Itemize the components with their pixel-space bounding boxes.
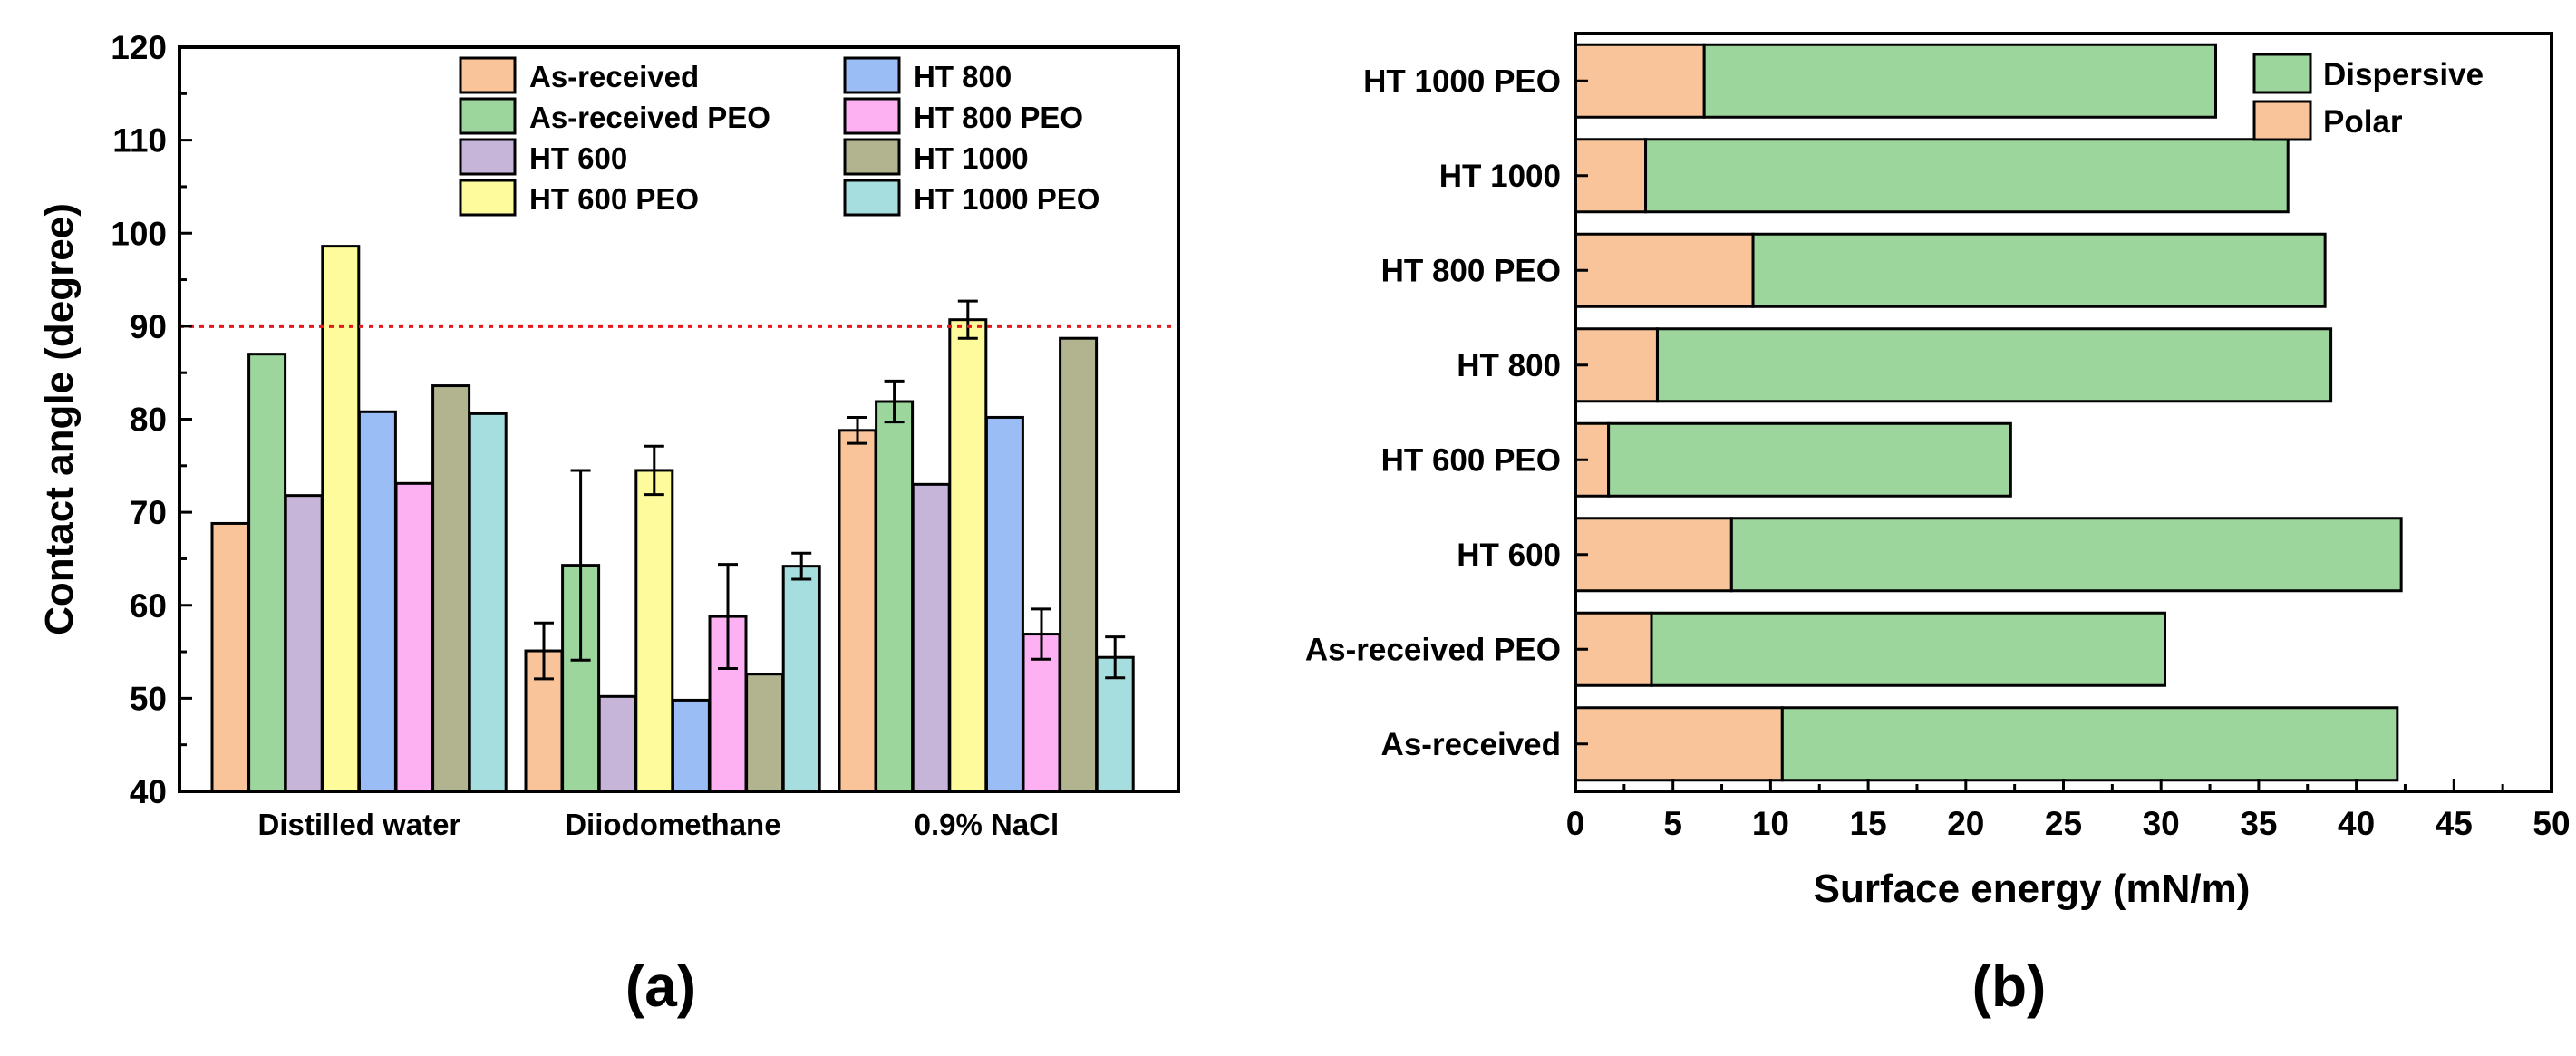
bar-dispersive-ht-600 [1729, 517, 2403, 593]
bar-ht-800-distilled-water [357, 410, 397, 793]
bar-polar-ht-1000-peo [1574, 43, 1706, 119]
y-tick-label: 60 [130, 587, 167, 625]
y-tick-label: 110 [112, 122, 167, 160]
legend-label-ht-1000: HT 1000 [914, 141, 1029, 175]
y-tick-label: 90 [130, 308, 167, 345]
bar-ht-1000-peo-0-9-nacl [1095, 655, 1135, 793]
legend-swatch-as-received [459, 56, 517, 94]
x-tick-label: 10 [1752, 805, 1789, 842]
y-category-label: As-received [1381, 727, 1561, 762]
bar-as-received-peo-0-9-nacl [875, 400, 915, 793]
panel-a-contact-angle-chart: 40 50 60 70 80 90 100 110 120 Distilled water Diio… [37, 29, 1180, 1019]
bar-ht-600-diiodomethane [597, 694, 637, 793]
x-tick-label: 50 [2532, 805, 2570, 842]
bar-as-received-0-9-nacl [838, 429, 877, 793]
x-tick-label: 20 [1947, 805, 1984, 842]
bar-polar-ht-600 [1574, 517, 1733, 593]
legend-label-as-received: As-received [529, 60, 699, 93]
y-category-label: HT 600 [1457, 538, 1561, 573]
bar-as-received-peo-distilled-water [247, 353, 287, 793]
x-tick-label: 40 [2338, 805, 2375, 842]
legend-swatch-polar [2252, 100, 2312, 141]
legend-swatch-ht-1000 [843, 138, 901, 176]
x-tick-label: 15 [1850, 805, 1887, 842]
y-tick-label: 40 [130, 773, 167, 810]
bar-polar-as-received [1574, 706, 1784, 782]
panel-b-surface-energy-chart: As-received As-received PEO HT 600 HT 600 P… [1305, 32, 2571, 1019]
legend-label-dispersive: Dispersive [2323, 57, 2484, 92]
legend-label-ht-1000-peo: HT 1000 PEO [914, 182, 1099, 216]
panel-label-a: (a) [625, 954, 696, 1019]
bar-ht-600-0-9-nacl [911, 482, 951, 793]
x-tick-label: 35 [2240, 805, 2277, 842]
legend-label-ht-600: HT 600 [529, 141, 627, 175]
bar-ht-600-distilled-water [284, 494, 324, 793]
y-category-label: HT 800 [1457, 348, 1561, 383]
bar-dispersive-ht-1000 [1644, 138, 2290, 214]
bar-polar-as-received-peo [1574, 611, 1653, 687]
legend-swatch-ht-800-peo [843, 97, 901, 135]
bar-ht-800-0-9-nacl [984, 415, 1024, 793]
y-tick-label: 50 [130, 680, 167, 717]
bar-ht-1000-peo-diiodomethane [781, 565, 821, 793]
bar-dispersive-as-received [1780, 706, 2399, 782]
bar-dispersive-ht-800 [1655, 327, 2333, 403]
bar-ht-1000-0-9-nacl [1059, 336, 1099, 793]
y-axis-label: Contact angle (degree) [37, 203, 82, 635]
legend-label-polar: Polar [2323, 104, 2403, 140]
x-category-label: 0.9% NaCl [915, 808, 1060, 841]
bar-dispersive-ht-1000-peo [1702, 43, 2218, 119]
bar-dispersive-as-received-peo [1650, 611, 2167, 687]
y-category-label: HT 1000 PEO [1363, 63, 1561, 99]
y-category-label: As-received PEO [1305, 632, 1561, 667]
x-tick-label: 5 [1663, 805, 1682, 842]
bar-ht-600-peo-diiodomethane [634, 469, 674, 793]
x-tick-label: 30 [2143, 805, 2180, 842]
y-tick-label: 120 [111, 29, 167, 66]
bar-polar-ht-800-peo [1574, 232, 1755, 308]
y-tick-label: 100 [111, 215, 167, 252]
bar-ht-1000-distilled-water [431, 384, 471, 793]
bar-ht-600-peo-0-9-nacl [948, 318, 988, 793]
panel-label-b: (b) [1972, 954, 2047, 1019]
bar-as-received-distilled-water [210, 521, 250, 793]
bar-ht-800-diiodomethane [671, 698, 711, 793]
bar-dispersive-ht-800-peo [1751, 232, 2327, 308]
bar-ht-800-peo-distilled-water [394, 481, 434, 793]
y-tick-label: 80 [130, 402, 167, 439]
legend-swatch-dispersive [2252, 53, 2312, 94]
x-tick-label: 45 [2436, 805, 2473, 842]
x-tick-label: 0 [1566, 805, 1585, 842]
legend-swatch-ht-1000-peo [843, 179, 901, 217]
legend-swatch-ht-800 [843, 56, 901, 94]
bar-ht-1000-peo-distilled-water [468, 412, 508, 793]
bar-ht-1000-diiodomethane [745, 673, 785, 793]
legend-label-ht-600-peo: HT 600 PEO [529, 182, 699, 216]
y-category-label: HT 600 PEO [1381, 442, 1561, 478]
legend-swatch-ht-600 [459, 138, 517, 176]
y-category-label: HT 800 PEO [1381, 253, 1561, 288]
legend-swatch-ht-600-peo [459, 179, 517, 217]
x-category-label: Diiodomethane [565, 808, 780, 841]
legend-swatch-as-received-peo [459, 97, 517, 135]
y-category-label: HT 1000 [1439, 159, 1561, 194]
x-axis-label: Surface energy (mN/m) [1814, 867, 2251, 911]
x-category-label: Distilled water [258, 808, 461, 841]
legend-label-as-received-peo: As-received PEO [529, 101, 770, 134]
x-tick-label: 25 [2045, 805, 2082, 842]
bar-dispersive-ht-600-peo [1607, 421, 2012, 498]
y-tick-label: 70 [130, 494, 167, 531]
legend-label-ht-800-peo: HT 800 PEO [914, 101, 1083, 134]
legend-label-ht-800: HT 800 [914, 60, 1012, 93]
